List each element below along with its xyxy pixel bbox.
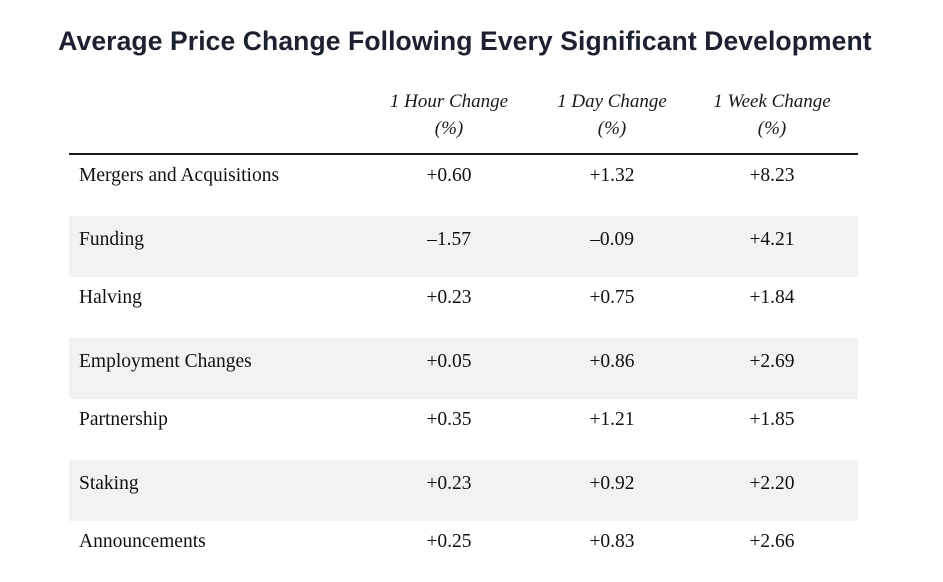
cell-1-day: +0.75 — [589, 287, 635, 308]
column-header-1-week: 1 Week Change (%) — [692, 88, 852, 142]
column-header-1-day: 1 Day Change (%) — [532, 88, 692, 142]
cell-1-week: +4.21 — [749, 229, 795, 250]
column-header-1-day-title: 1 Day Change — [557, 91, 667, 112]
table-title: Average Price Change Following Every Sig… — [58, 26, 872, 56]
column-header-1-week-title: 1 Week Change — [713, 91, 831, 112]
cell-1-week: +8.23 — [749, 165, 795, 186]
row-label: Announcements — [79, 531, 206, 552]
cell-1-day: +0.83 — [589, 531, 635, 552]
column-header-1-hour-unit: (%) — [434, 118, 464, 139]
table-row: Partnership +0.35 +1.21 +1.85 — [69, 399, 858, 460]
cell-1-hour: –1.57 — [427, 229, 471, 250]
cell-1-day: +1.21 — [589, 409, 635, 430]
cell-1-week: +2.66 — [749, 531, 795, 552]
table-row: Funding –1.57 –0.09 +4.21 — [69, 216, 858, 277]
cell-1-hour: +0.35 — [426, 409, 472, 430]
cell-1-hour: +0.23 — [426, 473, 472, 494]
column-header-1-day-unit: (%) — [597, 118, 627, 139]
cell-1-day: +0.86 — [589, 351, 635, 372]
row-label: Halving — [79, 287, 142, 308]
row-label: Mergers and Acquisitions — [79, 165, 280, 186]
cell-1-hour: +0.23 — [426, 287, 472, 308]
row-label: Funding — [79, 229, 145, 250]
cell-1-day: +0.92 — [589, 473, 635, 494]
row-label: Employment Changes — [79, 351, 252, 372]
table-row: Staking +0.23 +0.92 +2.20 — [69, 460, 858, 521]
cell-1-week: +2.69 — [749, 351, 795, 372]
row-label: Partnership — [79, 409, 168, 430]
table-row: Halving +0.23 +0.75 +1.84 — [69, 277, 858, 338]
column-header-1-week-unit: (%) — [757, 118, 787, 139]
cell-1-day: –0.09 — [590, 229, 634, 250]
header-divider — [69, 153, 858, 155]
table-body: Mergers and Acquisitions +0.60 +1.32 +8.… — [69, 155, 858, 582]
cell-1-hour: +0.05 — [426, 351, 472, 372]
table-row: Mergers and Acquisitions +0.60 +1.32 +8.… — [69, 155, 858, 216]
table-row: Announcements +0.25 +0.83 +2.66 — [69, 521, 858, 582]
cell-1-day: +1.32 — [589, 165, 635, 186]
cell-1-hour: +0.25 — [426, 531, 472, 552]
cell-1-week: +1.85 — [749, 409, 795, 430]
cell-1-week: +2.20 — [749, 473, 795, 494]
cell-1-hour: +0.60 — [426, 165, 472, 186]
cell-1-week: +1.84 — [749, 287, 795, 308]
column-header-1-hour-title: 1 Hour Change — [389, 91, 509, 112]
table-row: Employment Changes +0.05 +0.86 +2.69 — [69, 338, 858, 399]
table-header-row: 1 Hour Change (%) 1 Day Change (%) 1 Wee… — [69, 88, 858, 154]
row-label: Staking — [79, 473, 139, 494]
column-header-1-hour: 1 Hour Change (%) — [369, 88, 529, 142]
